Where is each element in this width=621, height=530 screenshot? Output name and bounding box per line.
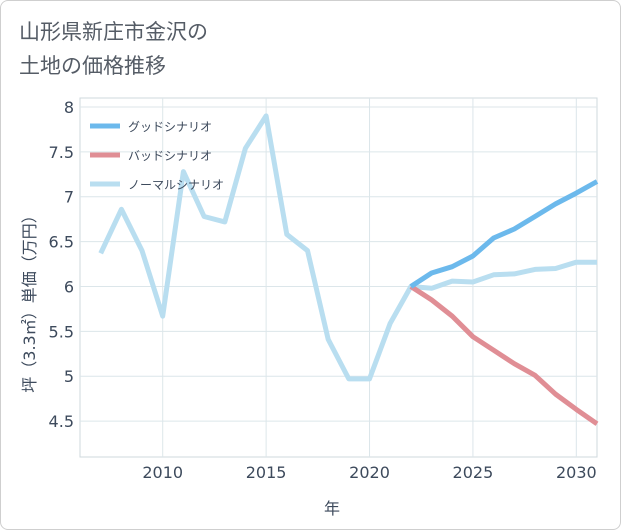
y-tick-label: 5 xyxy=(64,367,74,386)
series-line-2 xyxy=(98,113,597,382)
y-tick-label: 4.5 xyxy=(49,412,74,431)
y-axis-label: 坪（3.3㎡）単価（万円） xyxy=(20,207,39,392)
x-tick-label: 2015 xyxy=(246,463,287,482)
x-tick-label: 2025 xyxy=(453,463,494,482)
y-tick-labels: 4.5 5 5.5 6 6.5 7 7.5 8 xyxy=(49,98,74,431)
series-lines xyxy=(98,113,599,426)
x-tick-label: 2010 xyxy=(142,463,183,482)
chart-title-line-1: 山形県新庄市金沢の xyxy=(19,20,208,44)
y-tick-label: 7.5 xyxy=(49,143,74,162)
legend-label: バッドシナリオ xyxy=(128,149,212,163)
y-tick-label: 7 xyxy=(64,188,74,207)
legend-label: グッドシナリオ xyxy=(128,120,212,134)
y-tick-label: 6.5 xyxy=(49,233,74,252)
chart-title: 山形県新庄市金沢の 土地の価格推移 xyxy=(19,15,208,83)
x-tick-labels: 2010 2015 2020 2025 2030 xyxy=(142,463,596,482)
series-line-1 xyxy=(409,284,599,426)
y-tick-label: 8 xyxy=(64,98,74,117)
x-tick-label: 2020 xyxy=(349,463,390,482)
grid-lines xyxy=(80,98,597,457)
y-tick-label: 6 xyxy=(64,277,74,296)
legend-label: ノーマルシナリオ xyxy=(128,178,224,192)
chart-title-line-2: 土地の価格推移 xyxy=(19,54,166,78)
series-line-0 xyxy=(409,179,599,289)
x-axis-label: 年 xyxy=(324,499,340,518)
y-tick-label: 5.5 xyxy=(49,322,74,341)
x-tick-label: 2030 xyxy=(556,463,597,482)
